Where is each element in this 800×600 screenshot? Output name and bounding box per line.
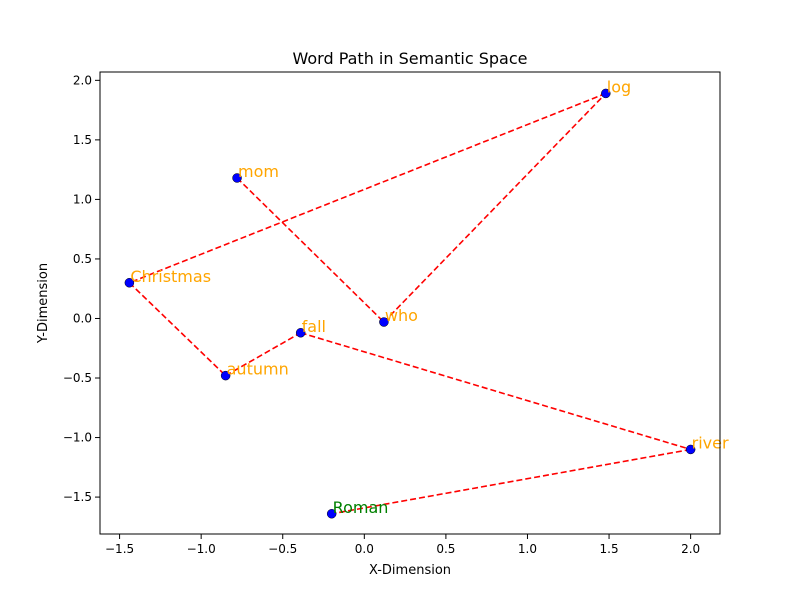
y-axis-label: Y-Dimension <box>36 263 51 344</box>
y-tick-label: 0.5 <box>73 252 92 266</box>
data-point <box>601 88 611 99</box>
x-tick-label: −1.0 <box>187 542 216 556</box>
path-segment <box>300 332 691 451</box>
x-tick-label: −0.5 <box>268 542 297 556</box>
plot-area: mom who log Christmas autumn fall river Roman <box>124 77 729 519</box>
path-segment <box>331 448 691 515</box>
y-tick-label: 1.0 <box>73 192 92 206</box>
x-axis-label: X-Dimension <box>369 563 451 578</box>
point-label: log <box>607 77 631 96</box>
y-tick-label: −0.5 <box>63 371 92 385</box>
x-tick-label: 0.0 <box>355 542 374 556</box>
x-tick-label: −1.5 <box>105 542 134 556</box>
x-axis: −1.5 −1.0 −0.5 0.0 0.5 1.0 1.5 2.0 <box>105 534 700 556</box>
point-label: fall <box>302 317 326 336</box>
point-label: autumn <box>227 360 289 379</box>
point-label: who <box>385 306 418 325</box>
data-point <box>220 370 231 381</box>
path-segment <box>383 92 607 323</box>
data-point <box>379 317 389 327</box>
data-point <box>232 173 242 183</box>
point-label: Roman <box>333 498 389 517</box>
y-tick-label: −1.5 <box>63 490 92 504</box>
y-tick-label: 0.0 <box>73 311 92 325</box>
y-tick-label: 1.5 <box>73 133 92 147</box>
x-tick-label: 0.5 <box>436 542 455 556</box>
point-label: river <box>692 433 729 452</box>
x-tick-label: 1.0 <box>518 542 537 556</box>
point-label: Christmas <box>130 267 211 286</box>
data-point <box>326 509 337 519</box>
chart-title: Word Path in Semantic Space <box>292 49 527 68</box>
path-segment <box>225 332 302 377</box>
path-segment <box>236 177 385 323</box>
path-segment <box>128 282 227 377</box>
y-tick-label: 2.0 <box>73 73 92 87</box>
path-segment <box>129 92 607 284</box>
data-point <box>124 278 135 288</box>
data-point <box>685 444 696 455</box>
plot-frame <box>99 71 721 535</box>
point-label: mom <box>238 162 279 181</box>
y-axis: −1.5 −1.0 −0.5 0.0 0.5 1.0 1.5 2.0 <box>63 73 100 504</box>
x-tick-label: 2.0 <box>681 542 700 556</box>
data-point <box>295 328 306 338</box>
y-tick-label: −1.0 <box>63 431 92 445</box>
x-tick-label: 1.5 <box>600 542 619 556</box>
